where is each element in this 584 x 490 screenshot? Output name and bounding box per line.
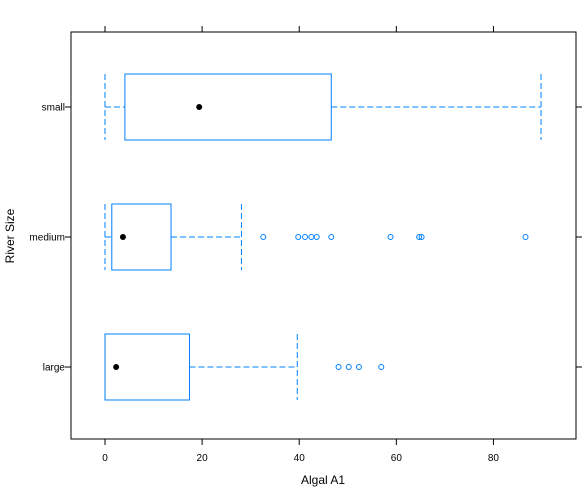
median-point [119, 234, 126, 240]
boxes-layer [104, 73, 542, 401]
outlier-point [295, 234, 302, 240]
x-tick-label: 60 [391, 453, 403, 464]
outlier-point [345, 364, 352, 370]
box-small [104, 73, 542, 141]
y-tick-label: large [43, 363, 66, 374]
iqr-box [104, 333, 190, 401]
iqr-box [124, 73, 332, 141]
axis-ticks: 0 20 40 60 80 large medium small [29, 26, 582, 464]
x-axis-title: Algal A1 [301, 473, 345, 487]
outlier-point [387, 234, 394, 240]
x-tick-label: 80 [488, 453, 500, 464]
outlier-point [355, 364, 362, 370]
outlier-point [416, 234, 423, 240]
outlier-point [328, 234, 335, 240]
median-point [196, 104, 203, 110]
x-tick-label: 20 [197, 453, 209, 464]
outlier-point [313, 234, 320, 240]
iqr-box [111, 203, 172, 271]
x-tick-label: 0 [102, 453, 108, 464]
y-tick-label: medium [29, 233, 65, 244]
box-large [104, 333, 385, 401]
outlier-point [378, 364, 385, 370]
outlier-point [335, 364, 342, 370]
y-tick-label: small [42, 103, 65, 114]
outlier-point [308, 234, 315, 240]
x-tick-label: 40 [294, 453, 306, 464]
outlier-point [418, 234, 425, 240]
outlier-point [522, 234, 529, 240]
median-point [113, 364, 120, 370]
box-medium [104, 203, 529, 271]
outlier-point [260, 234, 267, 240]
y-axis-title: River Size [3, 208, 17, 263]
plot-frame [70, 31, 577, 440]
outlier-point [302, 234, 309, 240]
